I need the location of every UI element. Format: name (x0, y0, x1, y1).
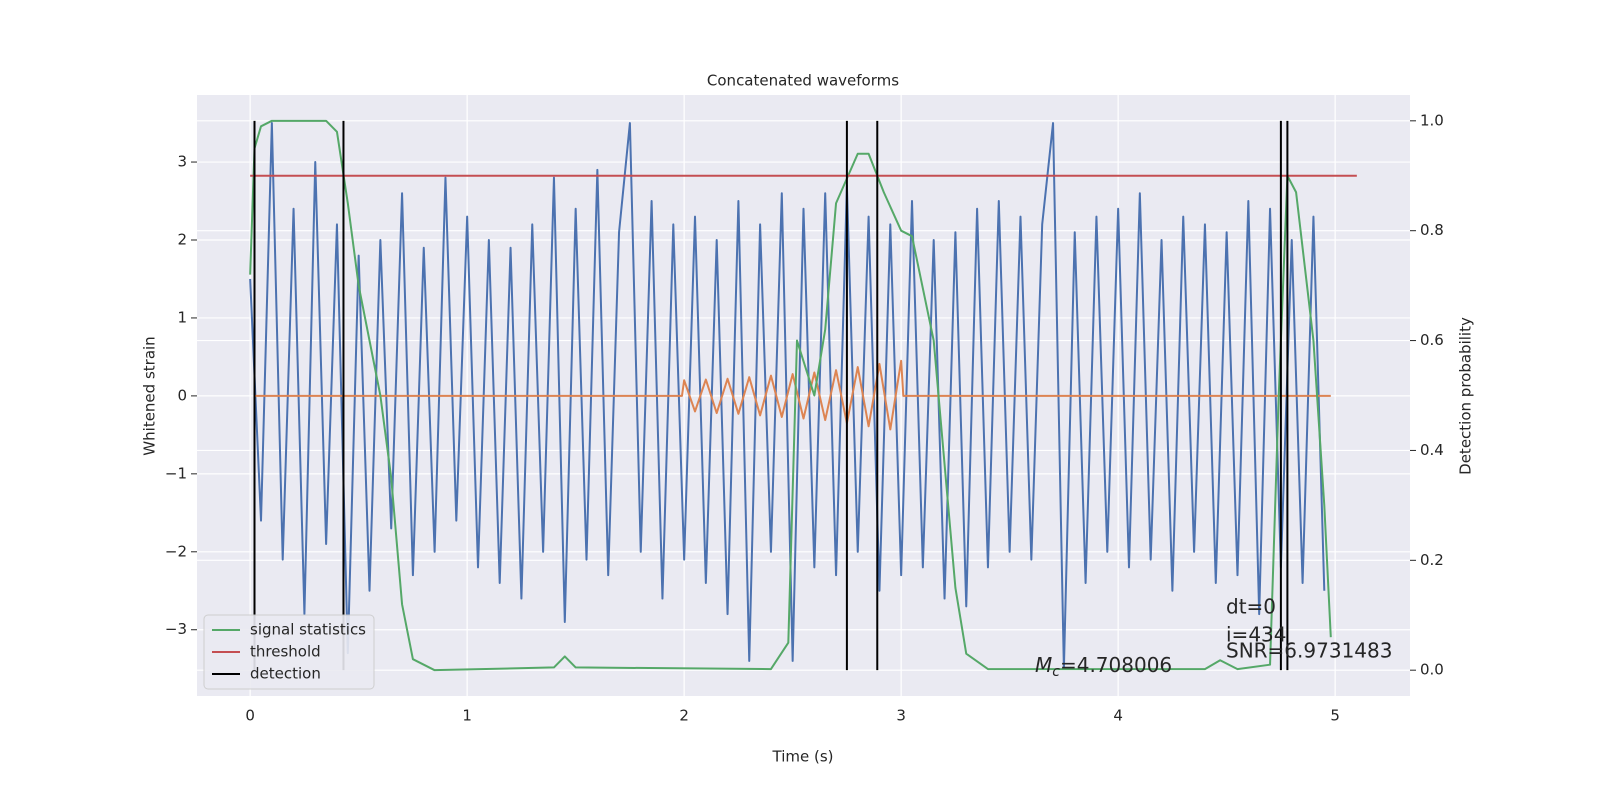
y2-tick-label: 0.2 (1420, 551, 1444, 569)
chart-title: Concatenated waveforms (707, 72, 899, 90)
x-axis-label: Time (s) (772, 748, 834, 766)
x-tick-label: 0 (245, 707, 255, 725)
legend-label: signal statistics (250, 621, 366, 639)
y2-tick-label: 0.4 (1420, 441, 1444, 459)
x-tick-label: 5 (1330, 707, 1340, 725)
y2-tick-label: 1.0 (1420, 111, 1444, 129)
x-tick-label: 4 (1113, 707, 1123, 725)
value: =4.708006 (1060, 653, 1172, 677)
y-tick-label: 2 (177, 230, 187, 248)
annotation: dt=0 (1226, 595, 1276, 619)
y-tick-label: −2 (165, 542, 187, 560)
y2-tick-label: 0.8 (1420, 221, 1444, 239)
legend-box (203, 614, 375, 690)
annotation: i=434 (1226, 623, 1287, 647)
y-tick-label: 0 (177, 386, 187, 404)
series-line (254, 359, 1331, 431)
y2-tick-label: 0.6 (1420, 331, 1444, 349)
y2-tick-label: 0.0 (1420, 661, 1444, 679)
x-tick-label: 2 (679, 707, 689, 725)
y-tick-label: 1 (177, 308, 187, 326)
y-tick-label: −3 (165, 620, 187, 638)
y-axis-label: Whitened strain (141, 336, 159, 455)
subscript: c (1052, 664, 1060, 680)
legend-label: threshold (250, 643, 321, 661)
series-line (249, 119, 1332, 672)
symbol: M (1035, 653, 1052, 677)
y-tick-label: −1 (165, 464, 187, 482)
annotation: SNR=6.9731483 (1226, 639, 1392, 663)
y2-axis-label: Detection probability (1457, 317, 1475, 475)
series-line (249, 122, 1326, 670)
x-tick-label: 1 (462, 707, 472, 725)
chirp-mass-annotation: Mc=4.708006 (1035, 653, 1172, 681)
legend-label: detection (250, 665, 321, 683)
x-tick-label: 3 (896, 707, 906, 725)
y-tick-label: 3 (177, 153, 187, 171)
